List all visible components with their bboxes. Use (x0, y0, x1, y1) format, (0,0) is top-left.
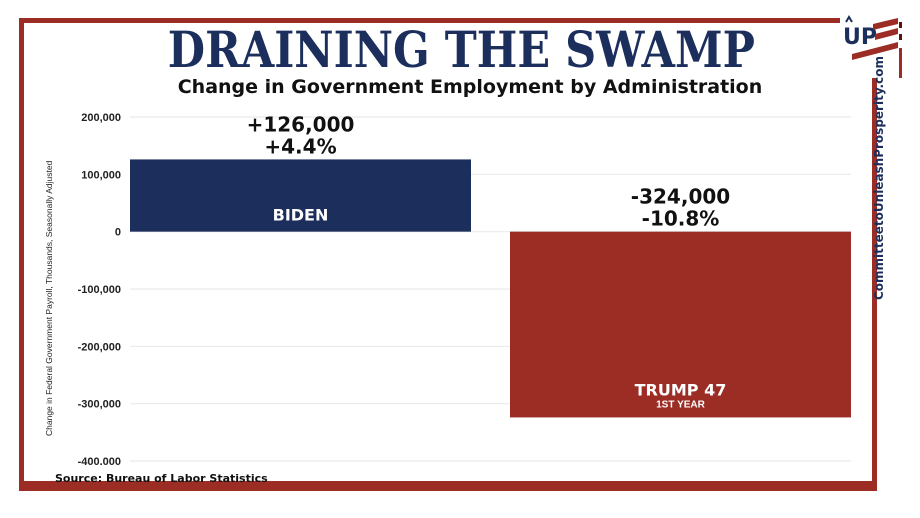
up-flag-logo-icon: UP (840, 8, 910, 78)
data-label-percent: -10.8% (642, 207, 720, 231)
bar-biden (130, 159, 471, 232)
y-tick-label: 200,000 (81, 112, 121, 124)
logo-text: UP (843, 25, 877, 50)
chart-subtitle: Change in Government Employment by Admin… (177, 76, 763, 98)
data-label-value: -324,000 (631, 185, 730, 209)
y-tick-label: -300,000 (78, 399, 121, 411)
source-note: Source: Bureau of Labor Statistics (55, 472, 268, 485)
page-title: DRAINING THE SWAMP (167, 20, 755, 79)
frame-bottom-border (19, 486, 877, 491)
data-label-value: +126,000 (247, 112, 355, 136)
y-tick-label: 0 (115, 227, 121, 239)
y-tick-label: -200,000 (78, 341, 121, 353)
bar-trump-47 (510, 231, 851, 418)
category-label: TRUMP 47 (635, 380, 727, 399)
y-tick-label: -100,000 (78, 284, 121, 296)
frame-right-border (872, 60, 877, 491)
y-tick-label: 100,000 (81, 169, 121, 181)
y-tick-label: -400.000 (78, 456, 121, 468)
category-label: BIDEN (273, 206, 329, 225)
data-label-percent: +4.4% (264, 134, 336, 158)
category-sublabel: 1ST YEAR (656, 399, 705, 410)
